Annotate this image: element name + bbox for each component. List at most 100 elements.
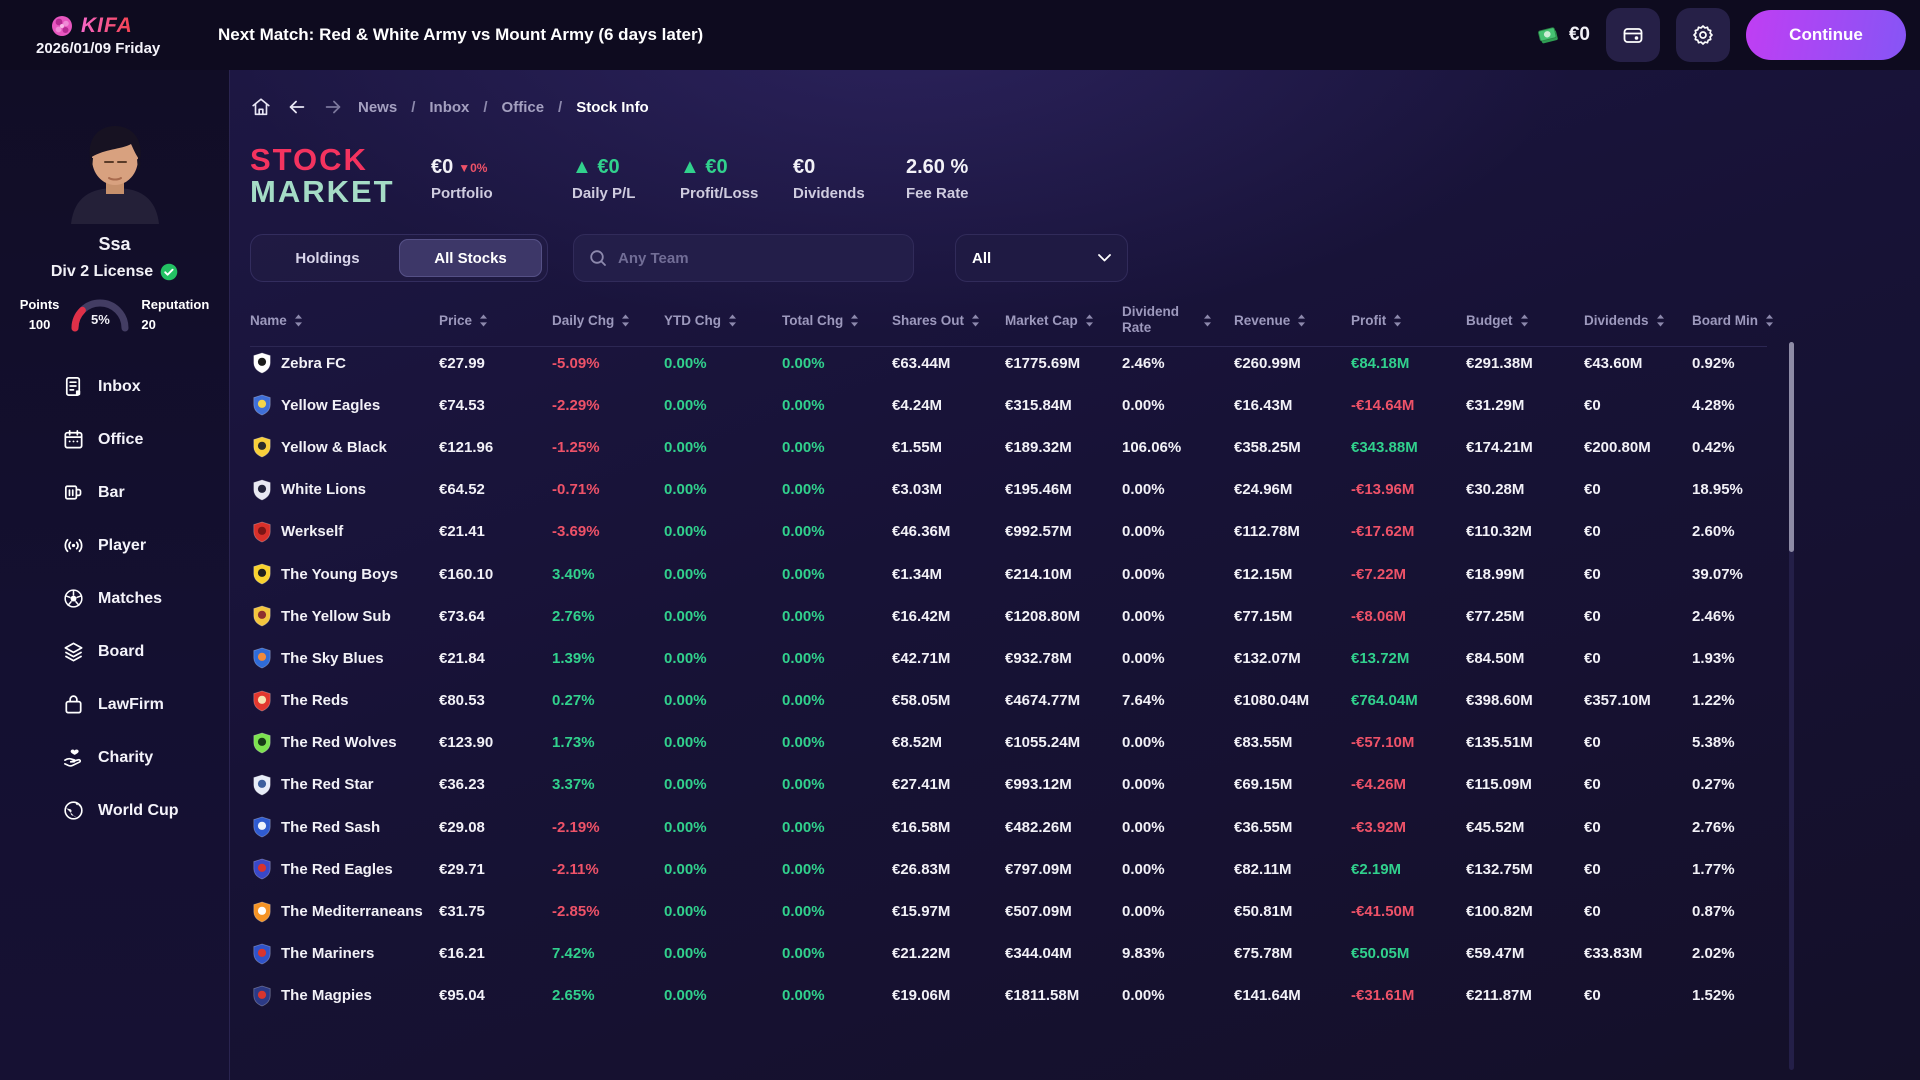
column-header-boardmin[interactable]: Board Min	[1692, 304, 1773, 336]
search-icon	[588, 248, 608, 268]
table-row[interactable]: The Red Wolves €123.90 1.73% 0.00% 0.00% €8.5…	[250, 722, 1767, 764]
breadcrumb-office[interactable]: Office	[501, 98, 545, 116]
sidebar-item-office[interactable]: Office	[0, 413, 229, 466]
breadcrumb-news[interactable]: News	[358, 98, 398, 116]
cell-ytd: 0.00%	[664, 438, 707, 456]
column-header-daily[interactable]: Daily Chg	[552, 304, 664, 336]
cell-price: €21.84	[439, 649, 485, 667]
cell-shares: €4.24M	[892, 396, 943, 414]
sidebar-item-worldcup[interactable]: World Cup	[0, 784, 229, 837]
scrollbar-thumb[interactable]	[1789, 342, 1794, 552]
cell-price: €36.23	[439, 776, 485, 794]
balance-value: €0	[1568, 24, 1590, 45]
breadcrumb-inbox[interactable]: Inbox	[429, 98, 470, 116]
table-row[interactable]: Zebra FC €27.99 -5.09% 0.00% 0.00% €63.44M €17…	[250, 342, 1767, 384]
column-header-total[interactable]: Total Chg	[782, 304, 892, 336]
cell-daily: -2.11%	[552, 860, 599, 878]
cell-ytd: 0.00%	[664, 734, 707, 752]
sidebar-item-inbox[interactable]: Inbox	[0, 360, 229, 413]
cell-ytd: 0.00%	[664, 565, 707, 583]
tab-all-stocks[interactable]: All Stocks	[399, 239, 542, 277]
cell-mcap: €195.46M	[1005, 481, 1072, 499]
cell-mcap: €482.26M	[1005, 818, 1072, 836]
table-row[interactable]: The Red Sash €29.08 -2.19% 0.00% 0.00% €16.58…	[250, 806, 1767, 848]
table-row[interactable]: Yellow & Black €121.96 -1.25% 0.00% 0.00% €1.…	[250, 426, 1767, 468]
tab-holdings[interactable]: Holdings	[256, 239, 399, 277]
cell-boardmin: 18.95%	[1692, 481, 1743, 499]
cell-daily: -3.69%	[552, 523, 600, 541]
column-header-revenue[interactable]: Revenue	[1234, 304, 1351, 336]
table-row[interactable]: The Yellow Sub €73.64 2.76% 0.00% 0.00% €16.4…	[250, 595, 1767, 637]
table-row[interactable]: The Reds €80.53 0.27% 0.00% 0.00% €58.05M €467…	[250, 680, 1767, 722]
cell-profit: -€4.26M	[1351, 776, 1407, 794]
cell-mcap: €344.04M	[1005, 945, 1072, 963]
table-row[interactable]: Werkself €21.41 -3.69% 0.00% 0.00% €46.36M €99…	[250, 511, 1767, 553]
sidebar-item-label: Office	[98, 430, 144, 448]
sort-icon	[621, 314, 630, 327]
filter-value: All	[972, 249, 992, 267]
team-crest-icon	[252, 690, 272, 712]
table-row[interactable]: Yellow Eagles €74.53 -2.29% 0.00% 0.00% €4.24…	[250, 384, 1767, 426]
sidebar-item-player[interactable]: Player	[0, 519, 229, 572]
forward-arrow-button[interactable]	[322, 96, 344, 118]
sidebar-item-label: Player	[98, 536, 147, 554]
team-search[interactable]	[573, 234, 914, 282]
home-button[interactable]	[250, 96, 272, 118]
table-row[interactable]: The Young Boys €160.10 3.40% 0.00% 0.00% €1.3…	[250, 553, 1767, 595]
sidebar-item-label: Inbox	[98, 377, 141, 395]
table-row[interactable]: The Red Star €36.23 3.37% 0.00% 0.00% €27.41M…	[250, 764, 1767, 806]
cell-divrate: 0.00%	[1122, 903, 1165, 921]
cell-boardmin: 2.76%	[1692, 818, 1735, 836]
settings-button[interactable]	[1676, 8, 1730, 62]
table-row[interactable]: The Sky Blues €21.84 1.39% 0.00% 0.00% €42.71…	[250, 637, 1767, 679]
back-arrow-button[interactable]	[286, 96, 308, 118]
table-row[interactable]: White Lions €64.52 -0.71% 0.00% 0.00% €3.03M €…	[250, 469, 1767, 511]
cell-ytd: 0.00%	[664, 396, 707, 414]
cell-divrate: 0.00%	[1122, 396, 1165, 414]
table-row[interactable]: The Red Eagles €29.71 -2.11% 0.00% 0.00% €26.…	[250, 848, 1767, 890]
cell-divrate: 2.46%	[1122, 354, 1165, 372]
filter-dropdown[interactable]: All	[955, 234, 1128, 282]
sidebar-item-charity[interactable]: Charity	[0, 731, 229, 784]
sidebar-item-label: LawFirm	[98, 695, 164, 713]
cell-profit: €2.19M	[1351, 860, 1402, 878]
cell-profit: -€14.64M	[1351, 396, 1415, 414]
column-header-profit[interactable]: Profit	[1351, 304, 1466, 336]
continue-button[interactable]: Continue	[1746, 10, 1906, 60]
cell-dividends: €0	[1584, 481, 1601, 499]
column-header-name[interactable]: Name	[250, 304, 439, 336]
table-row[interactable]: The Magpies €95.04 2.65% 0.00% 0.00% €19.06M €…	[250, 975, 1767, 1017]
sort-icon	[728, 314, 737, 327]
column-header-price[interactable]: Price	[439, 304, 552, 336]
cell-daily: 2.65%	[552, 987, 595, 1005]
cell-price: €29.08	[439, 818, 485, 836]
search-input[interactable]	[618, 249, 899, 267]
team-crest-icon	[252, 394, 272, 416]
topbar: KIFA 2026/01/09 Friday Next Match: Red &…	[0, 0, 1920, 70]
column-header-divrate[interactable]: Dividend Rate	[1122, 304, 1234, 336]
column-header-ytd[interactable]: YTD Chg	[664, 304, 782, 336]
sidebar-item-bar[interactable]: Bar	[0, 466, 229, 519]
cell-ytd: 0.00%	[664, 649, 707, 667]
cell-mcap: €1208.80M	[1005, 607, 1081, 625]
cell-mcap: €797.09M	[1005, 860, 1072, 878]
team-crest-icon	[252, 943, 272, 965]
cell-budget: €59.47M	[1466, 945, 1525, 963]
column-header-budget[interactable]: Budget	[1466, 304, 1584, 336]
column-header-mcap[interactable]: Market Cap	[1005, 304, 1122, 336]
column-header-shares[interactable]: Shares Out	[892, 304, 1005, 336]
table-row[interactable]: The Mariners €16.21 7.42% 0.00% 0.00% €21.22M…	[250, 933, 1767, 975]
sidebar-item-matches[interactable]: Matches	[0, 572, 229, 625]
cell-divrate: 0.00%	[1122, 860, 1165, 878]
cell-shares: €1.55M	[892, 438, 943, 456]
table-scrollbar[interactable]	[1789, 342, 1794, 1070]
sidebar-item-board[interactable]: Board	[0, 625, 229, 678]
cell-profit: -€41.50M	[1351, 903, 1415, 921]
cell-shares: €3.03M	[892, 481, 943, 499]
wallet-button[interactable]	[1606, 8, 1660, 62]
sidebar-item-lawfirm[interactable]: LawFirm	[0, 678, 229, 731]
cell-revenue: €50.81M	[1234, 903, 1293, 921]
table-row[interactable]: The Mediterraneans €31.75 -2.85% 0.00% 0.00%…	[250, 890, 1767, 932]
column-header-dividends[interactable]: Dividends	[1584, 304, 1692, 336]
cell-mcap: €189.32M	[1005, 438, 1072, 456]
